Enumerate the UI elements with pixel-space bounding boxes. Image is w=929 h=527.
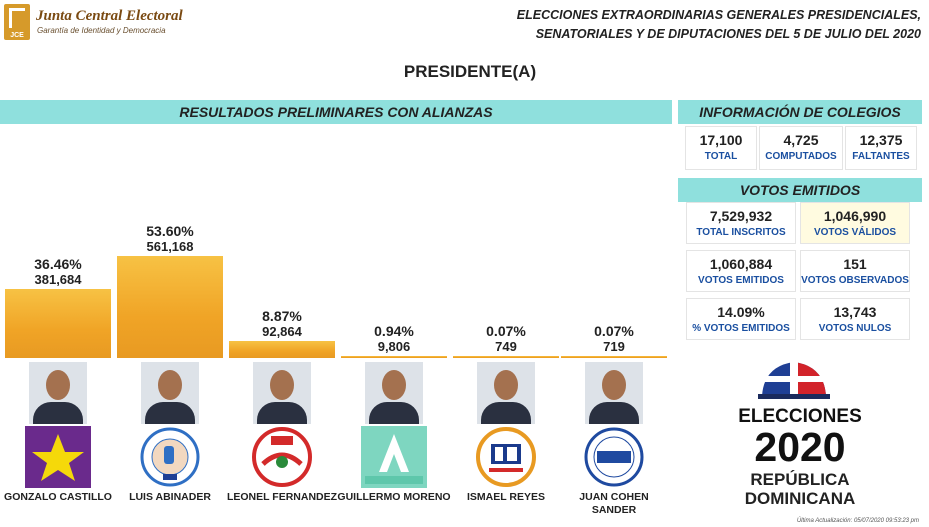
bar-percentage: 0.07% (594, 323, 634, 339)
bar-percentage: 8.87% (262, 308, 302, 324)
stat-value: 14.09% (717, 304, 765, 320)
brand-country: REPÚBLICA DOMINICANA (722, 470, 878, 508)
bar-label-3: 0.94% 9,806 (339, 323, 449, 355)
candidate-name: GONZALO CASTILLO (4, 491, 112, 503)
bar-4 (453, 356, 559, 358)
bar-percentage: 36.46% (34, 256, 82, 272)
stat-label: COMPUTADOS (765, 151, 837, 162)
stat-value: 151 (843, 256, 867, 272)
colegios-header: INFORMACIÓN DE COLEGIOS (678, 100, 922, 124)
candidate-photo (477, 362, 535, 424)
bar-2 (229, 341, 335, 358)
stat-total-inscritos: 7,529,932 TOTAL INSCRITOS (686, 202, 796, 244)
stat-votos-emitidos: 1,060,884 VOTOS EMITIDOS (686, 250, 796, 292)
candidate-name: LUIS ABINADER (129, 491, 211, 503)
stat-votos-observados: 151 VOTOS OBSERVADOS (800, 250, 910, 292)
jce-logo: JCE (4, 4, 30, 40)
bar-votes: 92,864 (262, 324, 302, 339)
stat-label: VOTOS NULOS (818, 323, 892, 334)
stat-value: 7,529,932 (709, 208, 773, 224)
results-header: RESULTADOS PRELIMINARES CON ALIANZAS (0, 100, 672, 124)
stat-value: 12,375 (859, 132, 903, 148)
bar-percentage: 53.60% (146, 223, 194, 239)
last-update: Última Actualización: 05/07/2020 09:53:2… (796, 518, 919, 524)
stat-votos-validos: 1,046,990 VOTOS VÁLIDOS (800, 202, 910, 244)
stat-label: VOTOS OBSERVADOS (801, 275, 909, 286)
bar-3 (341, 356, 447, 358)
party-logo-icon (473, 426, 539, 488)
party-logo-icon (137, 426, 203, 488)
stat-label: VOTOS VÁLIDOS (813, 227, 897, 238)
stat-value: 13,743 (833, 304, 877, 320)
candidate-photo (365, 362, 423, 424)
bar-percentage: 0.07% (486, 323, 526, 339)
stat-label: % VOTOS EMITIDOS (692, 323, 790, 334)
stat-votos-nulos: 13,743 VOTOS NULOS (800, 298, 910, 340)
stat-value: 1,060,884 (709, 256, 773, 272)
bar-votes: 719 (603, 339, 625, 354)
org-name: Junta Central Electoral (36, 8, 183, 24)
bar-label-0: 36.46% 381,684 (3, 256, 113, 288)
votos-header: VOTOS EMITIDOS (678, 178, 922, 202)
stat-value: 4,725 (783, 132, 819, 148)
candidate-name: JUAN COHEN SANDER (579, 491, 649, 516)
candidate-name: ISMAEL REYES (467, 491, 545, 503)
party-logo-icon (25, 426, 91, 488)
election-title: ELECCIONES EXTRAORDINARIAS GENERALES PRE… (517, 6, 921, 44)
bar-1 (117, 256, 223, 358)
bar-label-5: 0.07% 719 (559, 323, 669, 355)
candidate-photo (585, 362, 643, 424)
bar-votes: 749 (495, 339, 517, 354)
bar-votes: 381,684 (34, 272, 82, 287)
party-logo-icon (249, 426, 315, 488)
logo-text: JCE (10, 32, 24, 39)
brand-country-line2: DOMINICANA (744, 489, 856, 508)
party-logo-icon (361, 426, 427, 488)
stat-colegios-computados: 4,725 COMPUTADOS (759, 126, 843, 170)
bar-percentage: 0.94% (374, 323, 414, 339)
stat-label: TOTAL (704, 151, 738, 162)
bar-0 (5, 289, 111, 358)
bar-label-1: 53.60% 561,168 (115, 223, 225, 255)
org-tagline: Garantía de Identidad y Democracia (37, 26, 166, 35)
party-logo-icon (581, 426, 647, 488)
bar-votes: 9,806 (377, 339, 411, 354)
candidate-photo (29, 362, 87, 424)
bar-votes: 561,168 (146, 239, 194, 254)
stat-value: 17,100 (699, 132, 743, 148)
stat-label: FALTANTES (852, 151, 910, 162)
stat-colegios-faltantes: 12,375 FALTANTES (845, 126, 917, 170)
candidate-photo (253, 362, 311, 424)
stat-pct-votos-emitidos: 14.09% % VOTOS EMITIDOS (686, 298, 796, 340)
bar-label-2: 8.87% 92,864 (227, 308, 337, 340)
candidate-name: LEONEL FERNANDEZ (226, 491, 338, 503)
bar-5 (561, 356, 667, 358)
election-title-line1: ELECCIONES EXTRAORDINARIAS GENERALES PRE… (516, 8, 921, 22)
brand-country-line1: REPÚBLICA (750, 470, 850, 489)
bar-label-4: 0.07% 749 (451, 323, 561, 355)
candidate-name: GUILLERMO MORENO (337, 491, 451, 503)
stat-label: TOTAL INSCRITOS (696, 227, 786, 238)
brand-elecciones: ELECCIONES (738, 406, 862, 427)
elecciones-ballot-box-icon (758, 362, 830, 399)
candidate-photo (141, 362, 199, 424)
stat-value: 1,046,990 (823, 208, 887, 224)
brand-year: 2020 (754, 424, 846, 470)
office-title: PRESIDENTE(A) (403, 62, 537, 81)
stat-colegios-total: 17,100 TOTAL (685, 126, 757, 170)
election-title-line2: SENATORIALES Y DE DIPUTACIONES DEL 5 DE … (535, 27, 921, 41)
stat-label: VOTOS EMITIDOS (698, 275, 784, 286)
